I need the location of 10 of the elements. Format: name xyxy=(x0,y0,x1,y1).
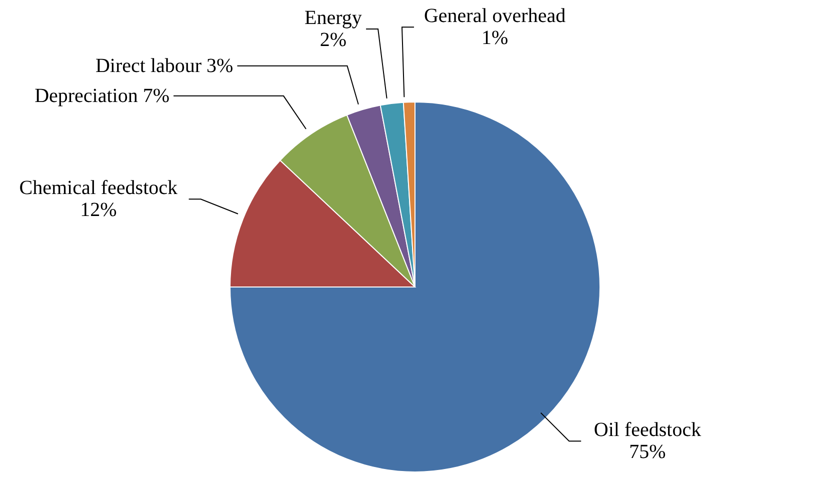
slice-label: Chemical feedstock xyxy=(19,177,178,200)
slice-label: Energy xyxy=(304,7,362,30)
data-label: 12% xyxy=(80,199,117,222)
slice-label: Oil feedstock xyxy=(594,419,702,442)
data-label: 75% xyxy=(629,441,666,464)
slice-label: Depreciation 7% xyxy=(34,84,170,107)
slice-label: Direct labour 3% xyxy=(95,54,234,77)
slice-label: General overhead xyxy=(424,5,566,28)
data-label: 2% xyxy=(320,29,347,52)
data-label: 1% xyxy=(481,27,508,50)
